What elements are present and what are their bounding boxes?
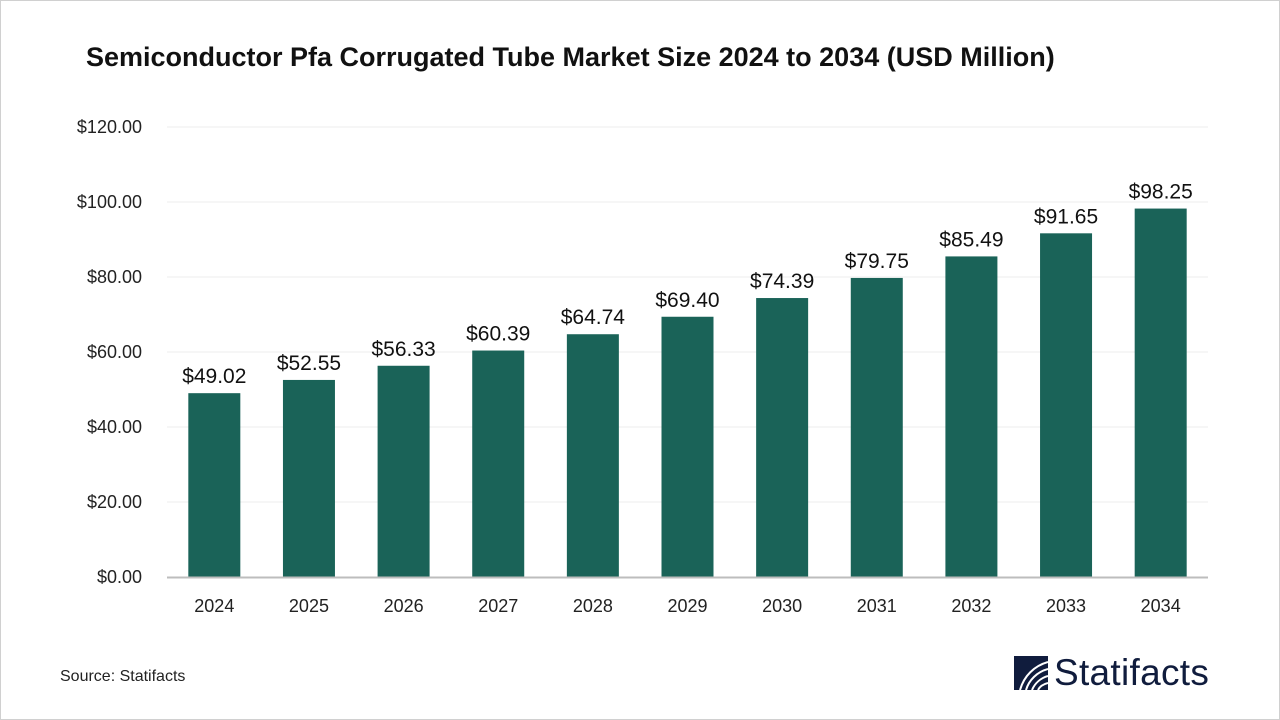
data-label: $85.49: [939, 228, 1003, 251]
x-tick-label: 2033: [1046, 596, 1086, 616]
bar: [756, 298, 809, 577]
y-tick-label: $60.00: [87, 342, 142, 362]
x-tick-label: 2027: [478, 596, 518, 616]
y-tick-label: $100.00: [77, 192, 142, 212]
bar: [188, 393, 241, 577]
bar: [282, 379, 335, 577]
y-tick-label: $0.00: [97, 567, 142, 587]
data-label: $56.33: [371, 338, 435, 361]
data-label: $91.65: [1034, 205, 1098, 228]
y-tick-label: $80.00: [87, 267, 142, 287]
data-label: $74.39: [750, 270, 814, 293]
bar: [377, 365, 430, 577]
statifacts-logo-icon: [1014, 656, 1048, 690]
statifacts-logo-text: Statifacts: [1054, 652, 1210, 693]
x-tick-label: 2030: [762, 596, 802, 616]
data-label: $69.40: [655, 289, 719, 312]
y-tick-label: $20.00: [87, 492, 142, 512]
bar: [850, 277, 903, 577]
data-label: $49.02: [182, 365, 246, 388]
x-tick-label: 2026: [384, 596, 424, 616]
chart-title: Semiconductor Pfa Corrugated Tube Market…: [86, 42, 1055, 72]
data-label: $52.55: [277, 352, 341, 375]
x-tick-label: 2031: [857, 596, 897, 616]
y-tick-label: $120.00: [77, 117, 142, 137]
bar: [566, 334, 619, 577]
data-label: $98.25: [1129, 181, 1193, 204]
x-tick-label: 2028: [573, 596, 613, 616]
x-tick-label: 2032: [951, 596, 991, 616]
bar: [945, 256, 998, 577]
bar: [661, 316, 714, 577]
data-label: $64.74: [561, 306, 626, 329]
bar: [472, 350, 525, 577]
y-tick-label: $40.00: [87, 417, 142, 437]
bar: [1134, 208, 1187, 577]
data-label: $60.39: [466, 323, 530, 346]
bar: [1040, 233, 1093, 577]
x-tick-label: 2034: [1141, 596, 1181, 616]
x-tick-label: 2024: [194, 596, 234, 616]
x-tick-label: 2029: [667, 596, 707, 616]
source-note: Source: Statifacts: [60, 668, 186, 685]
statifacts-logo: Statifacts: [1014, 652, 1209, 694]
x-tick-label: 2025: [289, 596, 329, 616]
data-label: $79.75: [845, 250, 909, 273]
